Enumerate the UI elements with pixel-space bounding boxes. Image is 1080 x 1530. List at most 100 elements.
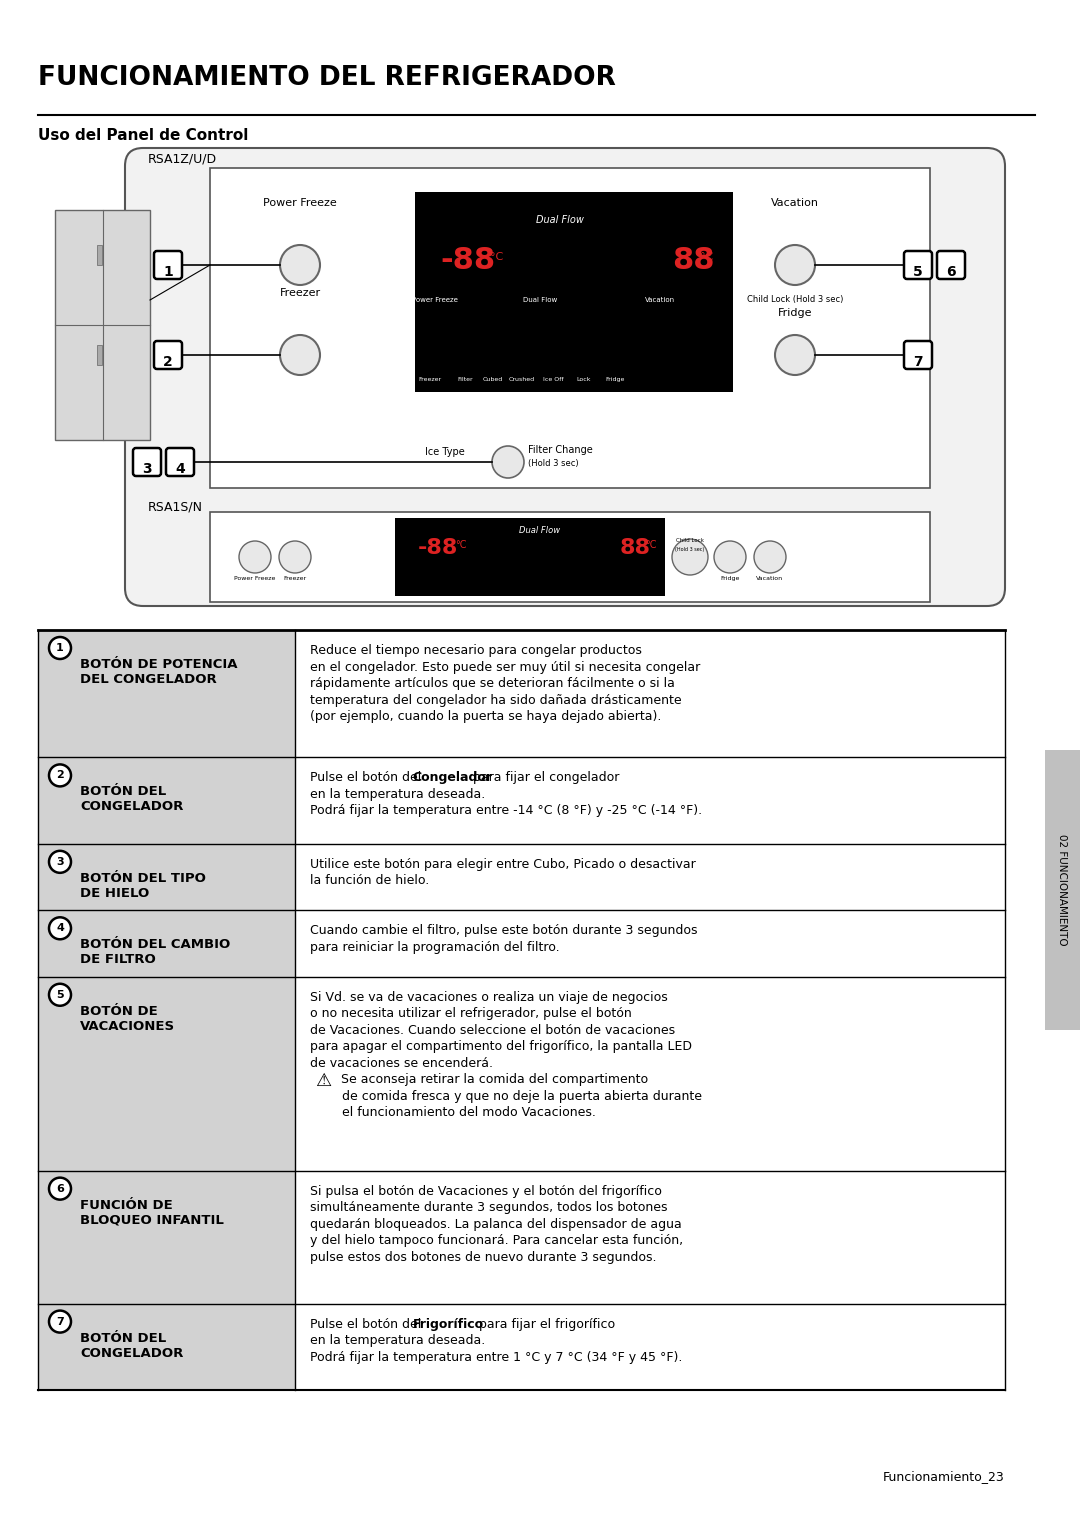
Text: -88: -88 [440, 245, 495, 274]
Text: BOTÓN DE: BOTÓN DE [80, 1005, 158, 1017]
Circle shape [714, 542, 746, 574]
Circle shape [280, 335, 320, 375]
Text: quedarán bloqueados. La palanca del dispensador de agua: quedarán bloqueados. La palanca del disp… [310, 1218, 681, 1230]
Bar [210, 513, 930, 601]
Text: Podrá fijar la temperatura entre -14 °C (8 °F) y -25 °C (-14 °F).: Podrá fijar la temperatura entre -14 °C … [310, 805, 702, 817]
Circle shape [49, 636, 71, 659]
Text: o no necesita utilizar el refrigerador, pulse el botón: o no necesita utilizar el refrigerador, … [310, 1007, 632, 1021]
Text: 1: 1 [163, 265, 173, 278]
Text: Freezer: Freezer [418, 376, 442, 382]
Text: Power Freeze: Power Freeze [264, 197, 337, 208]
Text: Congelador: Congelador [413, 771, 492, 785]
Text: Lock: Lock [577, 376, 591, 382]
Text: pulse estos dos botones de nuevo durante 3 segundos.: pulse estos dos botones de nuevo durante… [310, 1250, 657, 1264]
Circle shape [280, 245, 320, 285]
Circle shape [775, 245, 815, 285]
Circle shape [492, 447, 524, 477]
Text: Frigorífico: Frigorífico [413, 1317, 484, 1331]
Circle shape [672, 539, 708, 575]
Bar [55, 210, 150, 441]
FancyBboxPatch shape [166, 448, 194, 476]
Text: CONGELADOR: CONGELADOR [80, 800, 184, 814]
Text: RSA1Z/U/D: RSA1Z/U/D [148, 151, 217, 165]
Text: para apagar el compartimento del frigorífico, la pantalla LED: para apagar el compartimento del frigorí… [310, 1040, 692, 1053]
Text: en la temperatura deseada.: en la temperatura deseada. [310, 1334, 485, 1346]
Text: (Hold 3 sec): (Hold 3 sec) [528, 459, 579, 468]
Circle shape [754, 542, 786, 574]
Text: el funcionamiento del modo Vacaciones.: el funcionamiento del modo Vacaciones. [342, 1106, 596, 1120]
Text: FUNCIÓN DE: FUNCIÓN DE [80, 1198, 173, 1212]
Text: Pulse el botón del: Pulse el botón del [310, 771, 426, 785]
Text: simultáneamente durante 3 segundos, todos los botones: simultáneamente durante 3 segundos, todo… [310, 1201, 667, 1215]
Circle shape [279, 542, 311, 574]
Bar [38, 910, 295, 976]
Text: en el congelador. Esto puede ser muy útil si necesita congelar: en el congelador. Esto puede ser muy úti… [310, 661, 700, 673]
Text: Child Lock (Hold 3 sec): Child Lock (Hold 3 sec) [746, 295, 843, 304]
Text: Funcionamiento_23: Funcionamiento_23 [883, 1470, 1005, 1483]
Text: de comida fresca y que no deje la puerta abierta durante: de comida fresca y que no deje la puerta… [342, 1089, 702, 1103]
Circle shape [49, 765, 71, 786]
Bar [210, 168, 930, 488]
Text: Power Freeze: Power Freeze [413, 297, 458, 303]
Text: Ice Type: Ice Type [426, 447, 465, 457]
Text: °C: °C [700, 252, 713, 262]
Text: Pulse el botón del: Pulse el botón del [310, 1317, 426, 1331]
Text: 6: 6 [56, 1184, 64, 1193]
Text: -88: -88 [418, 539, 458, 558]
Bar [38, 757, 295, 845]
Text: Si pulsa el botón de Vacaciones y el botón del frigorífico: Si pulsa el botón de Vacaciones y el bot… [310, 1184, 662, 1198]
Text: rápidamente artículos que se deterioran fácilmente o si la: rápidamente artículos que se deterioran … [310, 676, 675, 690]
Bar [38, 976, 295, 1170]
Text: Vacation: Vacation [756, 575, 784, 581]
Text: Cuando cambie el filtro, pulse este botón durante 3 segundos: Cuando cambie el filtro, pulse este botó… [310, 924, 698, 938]
Text: °C: °C [645, 540, 657, 549]
Text: BOTÓN DEL TIPO: BOTÓN DEL TIPO [80, 872, 206, 884]
Text: RSA1S/N: RSA1S/N [148, 500, 203, 513]
FancyBboxPatch shape [904, 341, 932, 369]
Text: temperatura del congelador ha sido dañada drásticamente: temperatura del congelador ha sido dañad… [310, 693, 681, 707]
Text: °C: °C [490, 252, 503, 262]
Text: Podrá fijar la temperatura entre 1 °C y 7 °C (34 °F y 45 °F).: Podrá fijar la temperatura entre 1 °C y … [310, 1351, 683, 1363]
Circle shape [49, 1311, 71, 1333]
Text: VACACIONES: VACACIONES [80, 1021, 175, 1033]
Text: ⚠: ⚠ [315, 1073, 332, 1091]
Text: Child Lock: Child Lock [676, 537, 704, 543]
Text: Dual Flow: Dual Flow [523, 297, 557, 303]
Text: Freezer: Freezer [283, 575, 307, 581]
Text: DEL CONGELADOR: DEL CONGELADOR [80, 673, 217, 685]
FancyBboxPatch shape [154, 341, 183, 369]
Text: (por ejemplo, cuando la puerta se haya dejado abierta).: (por ejemplo, cuando la puerta se haya d… [310, 710, 661, 724]
Text: BLOQUEO INFANTIL: BLOQUEO INFANTIL [80, 1213, 224, 1227]
Text: 7: 7 [56, 1317, 64, 1327]
Text: 2: 2 [56, 771, 64, 780]
Text: Utilice este botón para elegir entre Cubo, Picado o desactivar: Utilice este botón para elegir entre Cub… [310, 858, 696, 871]
Text: DE FILTRO: DE FILTRO [80, 953, 156, 967]
Text: FUNCIONAMIENTO DEL REFRIGERADOR: FUNCIONAMIENTO DEL REFRIGERADOR [38, 64, 616, 90]
Text: 4: 4 [56, 923, 64, 933]
Text: DE HIELO: DE HIELO [80, 887, 149, 900]
Text: 5: 5 [913, 265, 923, 278]
Text: Ice Off: Ice Off [543, 376, 564, 382]
Bar [38, 1170, 295, 1304]
Text: Fridge: Fridge [605, 376, 624, 382]
Text: Power Freeze: Power Freeze [234, 575, 275, 581]
Bar [38, 630, 295, 757]
Circle shape [49, 1178, 71, 1200]
FancyBboxPatch shape [125, 148, 1005, 606]
Text: Uso del Panel de Control: Uso del Panel de Control [38, 129, 248, 142]
Text: Cubed: Cubed [483, 376, 503, 382]
Circle shape [775, 335, 815, 375]
Bar [1045, 750, 1080, 1030]
Bar [97, 245, 102, 265]
Text: CONGELADOR: CONGELADOR [80, 1346, 184, 1360]
Text: 3: 3 [56, 857, 64, 868]
Text: Vacation: Vacation [645, 297, 675, 303]
Text: la función de hielo.: la función de hielo. [310, 874, 429, 887]
Bar [97, 344, 102, 366]
Text: 6: 6 [946, 265, 956, 278]
Text: 1: 1 [56, 643, 64, 653]
Text: Filter: Filter [457, 376, 473, 382]
Bar [38, 845, 295, 910]
Bar [415, 191, 733, 392]
Text: 02 FUNCIONAMIENTO: 02 FUNCIONAMIENTO [1057, 834, 1067, 946]
